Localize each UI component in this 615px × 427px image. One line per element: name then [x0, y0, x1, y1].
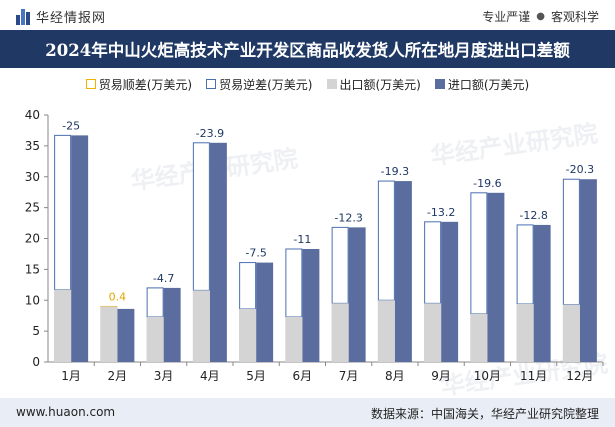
import-bar [302, 248, 320, 362]
balance-bar [239, 262, 257, 310]
balance-label: -23.9 [196, 127, 224, 140]
x-tick-label: 3月 [154, 369, 174, 383]
x-tick-label: 12月 [566, 369, 593, 383]
header-tags: 专业严谨 ● 客观科学 [482, 8, 599, 25]
balance-bar [54, 134, 72, 291]
legend-swatch-deficit [206, 79, 217, 89]
balance-bar [470, 192, 488, 315]
y-tick-label: 15 [25, 262, 40, 276]
legend-item-import: 进口额(万美元) [434, 74, 530, 94]
title-bar: 2024年中山火炬高技术产业开发区商品收发货人所在地月度进出口差额 [0, 30, 615, 68]
balance-label: -11 [293, 233, 311, 246]
balance-bar [192, 142, 210, 291]
export-bar-overlay [377, 300, 395, 362]
x-tick-label: 5月 [246, 369, 266, 383]
chart-title: 2024年中山火炬高技术产业开发区商品收发货人所在地月度进出口差额 [45, 41, 570, 60]
x-tick-label: 4月 [200, 369, 220, 383]
balance-label: -19.6 [473, 177, 501, 190]
balance-bar [377, 180, 395, 301]
x-tick-label: 1月 [61, 369, 81, 383]
import-bar [209, 142, 227, 362]
balance-label: -13.2 [427, 206, 455, 219]
legend-item-export: 出口额(万美元) [326, 74, 421, 94]
balance-label: -19.3 [381, 165, 409, 178]
balance-label: -7.5 [245, 247, 266, 260]
legend-label-deficit: 贸易逆差(万美元) [219, 77, 313, 92]
balance-label: -12.3 [334, 211, 362, 224]
import-bar [163, 287, 181, 362]
y-tick-label: 35 [25, 139, 40, 153]
x-tick-label: 6月 [293, 369, 313, 383]
balance-label: -25 [62, 119, 80, 132]
top-bar: 华经情报网 专业严谨 ● 客观科学 [0, 0, 615, 30]
brand: 华经情报网 [16, 7, 106, 26]
tag-professional: 专业严谨 [482, 10, 531, 24]
y-tick-label: 25 [25, 201, 40, 215]
y-tick-label: 0 [32, 355, 40, 369]
import-bar [256, 262, 274, 362]
balance-label: 0.4 [109, 290, 127, 303]
export-bar-overlay [146, 316, 164, 362]
legend-swatch-import [434, 79, 445, 89]
chart-legend: 贸易顺差(万美元) 贸易逆差(万美元) 出口额(万美元) 进口额(万美元) [0, 74, 615, 94]
tag-separator: ● [536, 11, 545, 22]
import-bar [579, 179, 597, 362]
import-bar [533, 224, 551, 362]
balance-bar [285, 248, 303, 318]
tag-objective: 客观科学 [550, 10, 599, 24]
legend-swatch-export [326, 79, 337, 89]
bar-chart: 0 5 10 15 20 25 30 35 40 -25 1月 0.4 2月 -4.7 3月 -23.9 4月 -… [25, 108, 604, 383]
export-bar-overlay [331, 303, 349, 362]
legend-label-import: 进口额(万美元) [447, 77, 530, 92]
y-tick-label: 20 [25, 232, 40, 246]
x-tick-label: 2月 [108, 369, 128, 383]
legend-item-surplus: 贸易顺差(万美元) [85, 74, 193, 94]
import-bar [348, 227, 366, 362]
brand-name: 华经情报网 [36, 11, 107, 26]
export-bar-overlay [424, 303, 442, 362]
y-tick-label: 5 [32, 324, 40, 338]
brand-logo-icon [16, 8, 30, 25]
balance-label: -20.3 [566, 163, 594, 176]
y-tick-label: 30 [25, 170, 40, 184]
x-tick-label: 11月 [520, 369, 547, 383]
balance-bar [516, 224, 534, 305]
export-bar-overlay [516, 303, 534, 362]
export-bar-overlay [285, 316, 303, 362]
balance-bar [424, 221, 442, 304]
import-bar [117, 308, 135, 362]
legend-swatch-surplus [85, 79, 96, 89]
import-bar [441, 221, 459, 362]
balance-bar [562, 178, 580, 306]
export-bar-overlay [192, 290, 210, 362]
balance-bar [331, 226, 349, 304]
y-tick-label: 10 [25, 293, 40, 307]
balance-label: -12.8 [519, 209, 547, 222]
footer: www.huaon.com 数据来源：中国海关，华经产业研究院整理 [0, 398, 615, 427]
balance-bar [146, 287, 164, 318]
legend-label-export: 出口额(万美元) [339, 77, 421, 92]
legend-label-surplus: 贸易顺差(万美元) [98, 77, 193, 92]
import-bar [394, 181, 412, 362]
import-bar [71, 135, 89, 362]
x-tick-label: 9月 [431, 369, 451, 383]
footer-website: www.huaon.com [16, 405, 116, 419]
export-bar-overlay [239, 308, 257, 362]
import-bar [487, 192, 505, 362]
export-bar-overlay [54, 289, 72, 362]
footer-source: 数据来源：中国海关，华经产业研究院整理 [370, 407, 599, 421]
export-bar-overlay [470, 313, 488, 362]
x-tick-label: 8月 [385, 369, 405, 383]
x-tick-label: 10月 [474, 369, 501, 383]
y-tick-label: 40 [25, 108, 40, 122]
export-bar-overlay [100, 306, 118, 362]
legend-item-deficit: 贸易逆差(万美元) [206, 74, 313, 94]
x-tick-label: 7月 [339, 369, 359, 383]
balance-label: -4.7 [153, 272, 174, 285]
export-bar-overlay [562, 304, 580, 362]
